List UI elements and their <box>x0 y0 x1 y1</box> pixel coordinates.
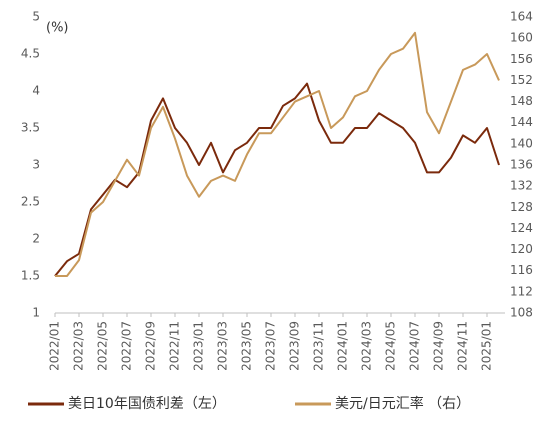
y2-tick-label: 160 <box>510 31 533 45</box>
x-tick-label: 2022/07 <box>120 321 134 371</box>
y-tick-label: 2.5 <box>21 195 40 209</box>
x-tick-label: 2022/09 <box>144 321 158 371</box>
x-tick-label: 2023/09 <box>288 321 302 371</box>
y2-tick-label: 148 <box>510 94 533 108</box>
y2-tick-label: 112 <box>510 284 533 298</box>
x-tick-label: 2022/03 <box>72 321 86 371</box>
y-axis-label: (%) <box>46 21 69 36</box>
x-tick-label: 2022/11 <box>168 321 182 371</box>
y2-tick-label: 140 <box>510 136 533 150</box>
y2-tick-label: 136 <box>510 158 533 172</box>
x-tick-label: 2024/05 <box>384 321 398 371</box>
x-tick-label: 2025/01 <box>480 321 494 371</box>
x-tick-label: 2024/07 <box>408 321 422 371</box>
legend-label: 美日10年国债利差（左） <box>68 396 226 412</box>
x-tick-label: 2022/05 <box>96 321 110 371</box>
y-tick-label: 5 <box>32 10 40 24</box>
y2-tick-label: 144 <box>510 115 533 129</box>
y2-tick-label: 120 <box>510 242 533 256</box>
y-tick-label: 3 <box>32 158 40 172</box>
y2-tick-label: 164 <box>510 10 533 24</box>
x-tick-label: 2024/09 <box>432 321 446 371</box>
y-tick-label: 4 <box>32 84 40 98</box>
x-tick-label: 2024/03 <box>360 321 374 371</box>
x-tick-label: 2022/01 <box>48 321 62 371</box>
y2-tick-label: 116 <box>510 263 533 277</box>
x-tick-label: 2023/07 <box>264 321 278 371</box>
x-tick-label: 2023/05 <box>240 321 254 371</box>
y2-tick-label: 132 <box>510 179 533 193</box>
y-tick-label: 1 <box>32 306 40 320</box>
x-tick-label: 2023/03 <box>216 321 230 371</box>
series-line <box>55 31 500 277</box>
series-line <box>54 82 500 277</box>
y-tick-label: 4.5 <box>21 47 40 61</box>
y2-tick-label: 152 <box>510 73 533 87</box>
y2-tick-label: 124 <box>510 221 533 235</box>
x-tick-label: 2023/11 <box>312 321 326 371</box>
x-tick-label: 2023/01 <box>192 321 206 371</box>
y2-tick-label: 156 <box>510 52 533 66</box>
x-tick-label: 2024/01 <box>336 321 350 371</box>
y2-tick-label: 108 <box>510 306 533 320</box>
y2-tick-label: 128 <box>510 200 533 214</box>
y-tick-label: 2 <box>32 232 40 246</box>
y-tick-label: 3.5 <box>21 121 40 135</box>
y-tick-label: 1.5 <box>21 269 40 283</box>
x-tick-label: 2024/11 <box>456 321 470 371</box>
legend-label: 美元/日元汇率 （右） <box>335 395 470 412</box>
